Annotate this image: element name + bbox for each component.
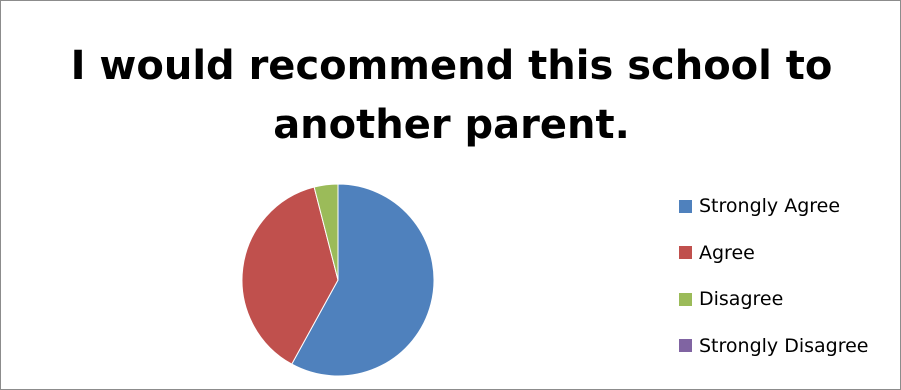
pie-chart: [241, 183, 435, 377]
pie-slice-strongly-agree: [291, 183, 435, 377]
pie-slice-agree: [241, 186, 339, 365]
legend-item-agree: Agree: [679, 241, 868, 265]
legend-label-strongly-disagree: Strongly Disagree: [699, 334, 869, 357]
chart-title-line-1: I would recommend this school to: [70, 43, 833, 89]
legend-item-strongly-disagree: Strongly Disagree: [679, 334, 868, 358]
legend-swatch-disagree: [679, 292, 692, 306]
legend-swatch-strongly-agree: [679, 199, 692, 213]
legend-item-disagree: Disagree: [679, 287, 868, 311]
pie-slice-disagree: [313, 183, 339, 281]
legend-swatch-agree: [679, 246, 692, 259]
chart-legend: Strongly Agree Agree Disagree Strongly D…: [679, 194, 868, 380]
chart-title-line-2: another parent.: [273, 102, 630, 148]
legend-label-agree: Agree: [699, 241, 755, 264]
legend-swatch-strongly-disagree: [679, 339, 692, 352]
legend-label-disagree: Disagree: [699, 288, 784, 310]
legend-item-strongly-agree: Strongly Agree: [679, 194, 868, 218]
legend-label-strongly-agree: Strongly Agree: [699, 195, 841, 217]
chart-title: I would recommend this school to another…: [1, 37, 900, 155]
